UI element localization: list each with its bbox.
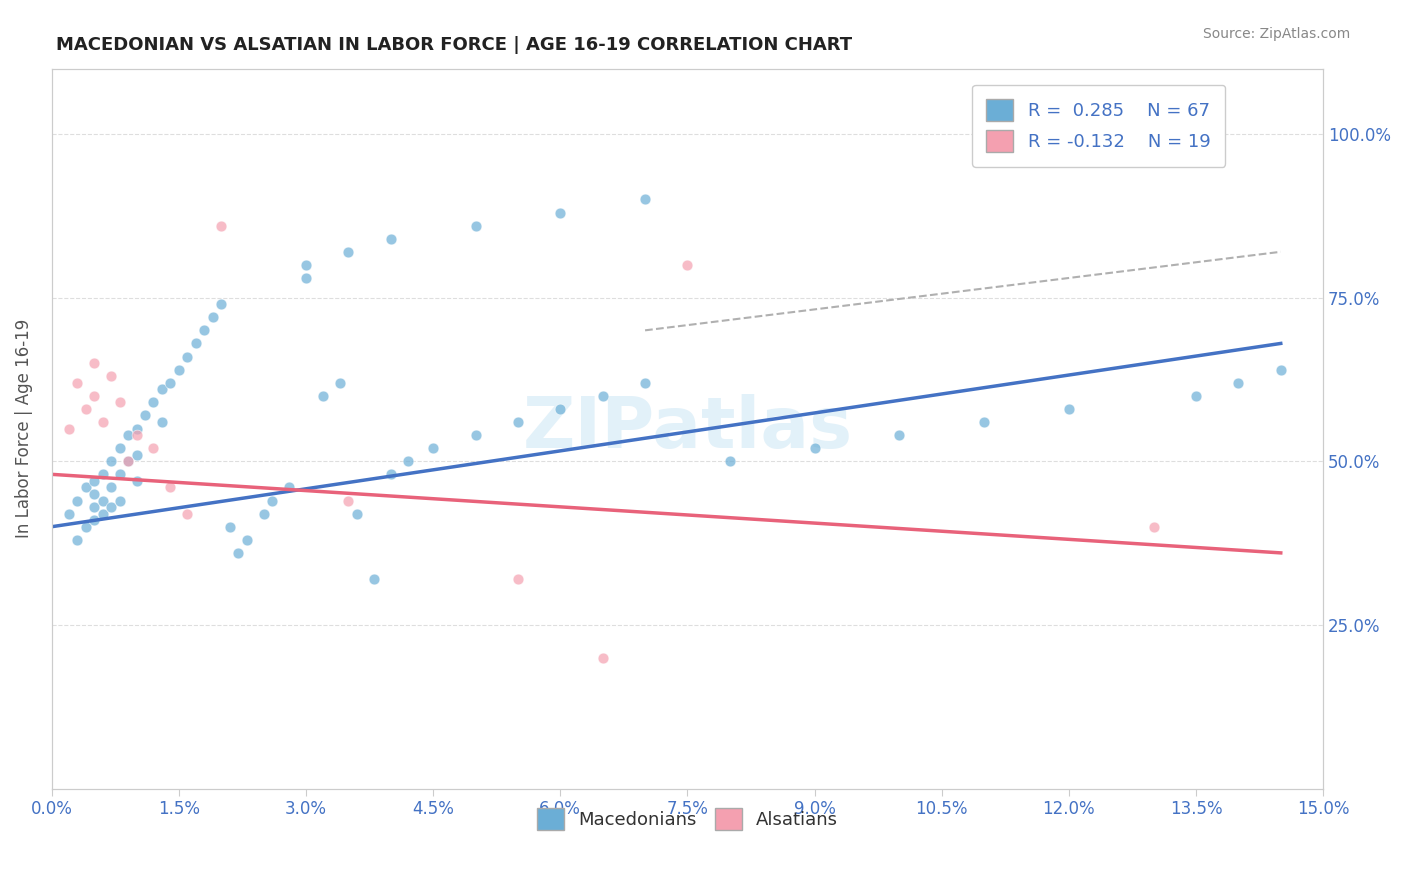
Point bbox=[262, 493, 284, 508]
Point bbox=[235, 533, 257, 547]
Point bbox=[380, 232, 402, 246]
Point bbox=[278, 480, 301, 494]
Point bbox=[1227, 376, 1250, 390]
Point bbox=[396, 454, 419, 468]
Point bbox=[253, 507, 276, 521]
Point bbox=[66, 493, 89, 508]
Point bbox=[422, 441, 444, 455]
Point bbox=[83, 500, 105, 514]
Point bbox=[91, 493, 114, 508]
Point bbox=[58, 507, 80, 521]
Point bbox=[125, 448, 148, 462]
Point bbox=[125, 421, 148, 435]
Point bbox=[66, 533, 89, 547]
Point bbox=[83, 389, 105, 403]
Point bbox=[209, 297, 232, 311]
Point bbox=[201, 310, 224, 325]
Point bbox=[634, 376, 657, 390]
Text: Source: ZipAtlas.com: Source: ZipAtlas.com bbox=[1202, 27, 1350, 41]
Point bbox=[108, 395, 131, 409]
Point bbox=[1270, 362, 1292, 376]
Point bbox=[150, 382, 173, 396]
Point bbox=[337, 493, 360, 508]
Point bbox=[117, 454, 139, 468]
Point bbox=[1057, 401, 1080, 416]
Point bbox=[83, 474, 105, 488]
Text: ZIPatlas: ZIPatlas bbox=[523, 394, 852, 463]
Point bbox=[193, 323, 215, 337]
Point bbox=[550, 401, 572, 416]
Point bbox=[83, 487, 105, 501]
Point bbox=[506, 572, 529, 586]
Point bbox=[1185, 389, 1208, 403]
Point bbox=[464, 428, 486, 442]
Point bbox=[184, 336, 207, 351]
Point bbox=[142, 395, 165, 409]
Point bbox=[550, 205, 572, 219]
Point bbox=[75, 519, 97, 533]
Point bbox=[346, 507, 368, 521]
Point bbox=[66, 376, 89, 390]
Legend: Macedonians, Alsatians: Macedonians, Alsatians bbox=[522, 793, 852, 845]
Point bbox=[100, 480, 122, 494]
Point bbox=[117, 454, 139, 468]
Point bbox=[592, 650, 614, 665]
Point bbox=[100, 500, 122, 514]
Point bbox=[718, 454, 741, 468]
Point bbox=[100, 369, 122, 384]
Point bbox=[167, 362, 190, 376]
Point bbox=[592, 389, 614, 403]
Point bbox=[329, 376, 352, 390]
Point bbox=[134, 409, 156, 423]
Point bbox=[176, 350, 198, 364]
Point bbox=[973, 415, 995, 429]
Point bbox=[75, 401, 97, 416]
Point bbox=[506, 415, 529, 429]
Point bbox=[634, 193, 657, 207]
Point bbox=[108, 441, 131, 455]
Point bbox=[108, 467, 131, 482]
Point bbox=[312, 389, 335, 403]
Point bbox=[464, 219, 486, 233]
Point bbox=[58, 421, 80, 435]
Point bbox=[1142, 519, 1164, 533]
Point bbox=[117, 428, 139, 442]
Point bbox=[142, 441, 165, 455]
Text: MACEDONIAN VS ALSATIAN IN LABOR FORCE | AGE 16-19 CORRELATION CHART: MACEDONIAN VS ALSATIAN IN LABOR FORCE | … bbox=[56, 36, 852, 54]
Point bbox=[91, 415, 114, 429]
Point bbox=[150, 415, 173, 429]
Point bbox=[100, 454, 122, 468]
Point bbox=[176, 507, 198, 521]
Point bbox=[108, 493, 131, 508]
Point bbox=[83, 513, 105, 527]
Point bbox=[159, 376, 181, 390]
Point bbox=[889, 428, 911, 442]
Point bbox=[218, 519, 240, 533]
Point bbox=[363, 572, 385, 586]
Point bbox=[337, 244, 360, 259]
Point bbox=[91, 507, 114, 521]
Point bbox=[676, 258, 699, 272]
Point bbox=[125, 428, 148, 442]
Point bbox=[159, 480, 181, 494]
Point bbox=[226, 546, 249, 560]
Point bbox=[75, 480, 97, 494]
Point bbox=[295, 271, 318, 285]
Y-axis label: In Labor Force | Age 16-19: In Labor Force | Age 16-19 bbox=[15, 319, 32, 538]
Point bbox=[803, 441, 825, 455]
Point bbox=[83, 356, 105, 370]
Point bbox=[380, 467, 402, 482]
Point bbox=[125, 474, 148, 488]
Point bbox=[295, 258, 318, 272]
Point bbox=[209, 219, 232, 233]
Point bbox=[91, 467, 114, 482]
